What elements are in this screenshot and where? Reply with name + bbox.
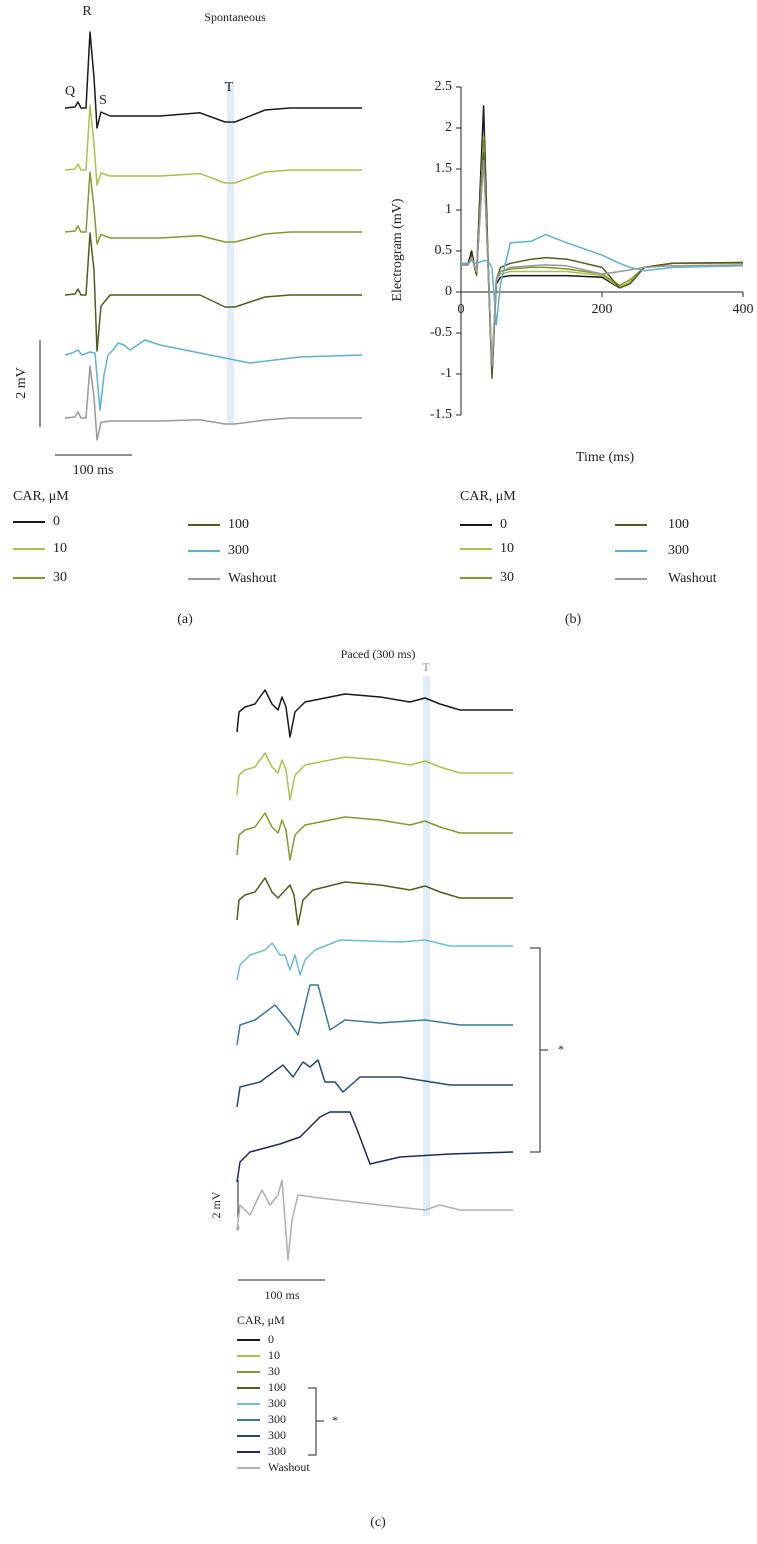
- bracket: [308, 1387, 324, 1456]
- y-tick-label: -1: [440, 366, 452, 381]
- series-line: [461, 105, 743, 375]
- legend-label: Washout: [268, 1460, 310, 1474]
- y-tick-label: 1.5: [435, 161, 453, 176]
- caption: (a): [177, 612, 193, 627]
- y-tick-label: 1: [445, 202, 452, 217]
- x-tick-label: 0: [458, 302, 465, 317]
- caption: (c): [370, 1515, 386, 1530]
- y-tick-label: -1.5: [430, 407, 452, 422]
- legend-label: 100: [668, 517, 689, 532]
- scale-label: 2 mV: [209, 1191, 223, 1218]
- bracket-mark: *: [558, 1042, 564, 1056]
- legend-label: 30: [268, 1364, 280, 1378]
- legend-label: 100: [228, 517, 249, 532]
- wave-label: S: [99, 93, 107, 108]
- trace: [236, 689, 513, 738]
- series-line: [461, 135, 743, 371]
- trace: [236, 877, 513, 926]
- y-tick-label: -0.5: [430, 325, 452, 340]
- series-line: [461, 139, 744, 375]
- y-tick-label: 0.5: [435, 243, 453, 258]
- legend-label: 10: [53, 541, 67, 556]
- trace: [236, 1059, 513, 1108]
- legend-label: 300: [268, 1412, 286, 1426]
- trace: [236, 812, 513, 861]
- trace: [64, 365, 362, 441]
- legend-label: 100: [268, 1380, 286, 1394]
- panel-title: Spontaneous: [204, 10, 266, 24]
- legend-label: 0: [53, 514, 60, 529]
- legend-label: Washout: [668, 571, 717, 586]
- y-tick-label: 0: [445, 284, 452, 299]
- trace: [64, 171, 362, 245]
- y-axis-label: Electrogram (mV): [390, 198, 405, 301]
- legend-label: 0: [500, 517, 507, 532]
- trace: [236, 984, 513, 1046]
- trace: [236, 1179, 513, 1261]
- scale-label: 100 ms: [264, 1288, 299, 1302]
- legend-label: Washout: [228, 571, 277, 586]
- legend-label: 10: [500, 541, 514, 556]
- wave-label: T: [422, 660, 430, 674]
- x-axis-label: Time (ms): [576, 450, 635, 465]
- scale-label: 100 ms: [73, 463, 114, 478]
- wave-label: Q: [65, 84, 75, 99]
- wave-label: R: [82, 4, 92, 19]
- legend-title: CAR, μM: [460, 489, 516, 504]
- trace: [64, 232, 362, 352]
- series-line: [461, 160, 744, 367]
- legend-label: 300: [268, 1428, 286, 1442]
- panel-title: Paced (300 ms): [341, 647, 416, 661]
- legend-label: 300: [228, 543, 249, 558]
- y-tick-label: 2.5: [435, 79, 453, 94]
- caption: (b): [565, 612, 582, 627]
- t-highlight: [423, 676, 430, 1216]
- trace: [64, 104, 362, 186]
- scale-label: 2 mV: [14, 367, 29, 399]
- trace: [64, 31, 362, 129]
- x-tick-label: 400: [733, 302, 754, 317]
- legend-title: CAR, μM: [13, 489, 69, 504]
- wave-label: T: [225, 80, 234, 95]
- legend-label: 30: [500, 570, 514, 585]
- x-tick-label: 200: [592, 302, 613, 317]
- y-tick-label: 2: [445, 120, 452, 135]
- trace: [64, 339, 363, 411]
- legend-label: 300: [268, 1444, 286, 1458]
- trace: [236, 939, 513, 981]
- legend-label: 300: [268, 1396, 286, 1410]
- t-highlight: [227, 85, 234, 425]
- series-line: [461, 151, 744, 379]
- bracket-mark: *: [332, 1413, 338, 1427]
- trace: [236, 752, 513, 801]
- legend-label: 0: [268, 1332, 274, 1346]
- legend-title: CAR, μM: [237, 1313, 285, 1327]
- trace: [236, 1111, 514, 1183]
- bracket: [530, 947, 548, 1153]
- legend-label: 300: [668, 543, 689, 558]
- legend-label: 30: [53, 570, 67, 585]
- legend-label: 10: [268, 1348, 280, 1362]
